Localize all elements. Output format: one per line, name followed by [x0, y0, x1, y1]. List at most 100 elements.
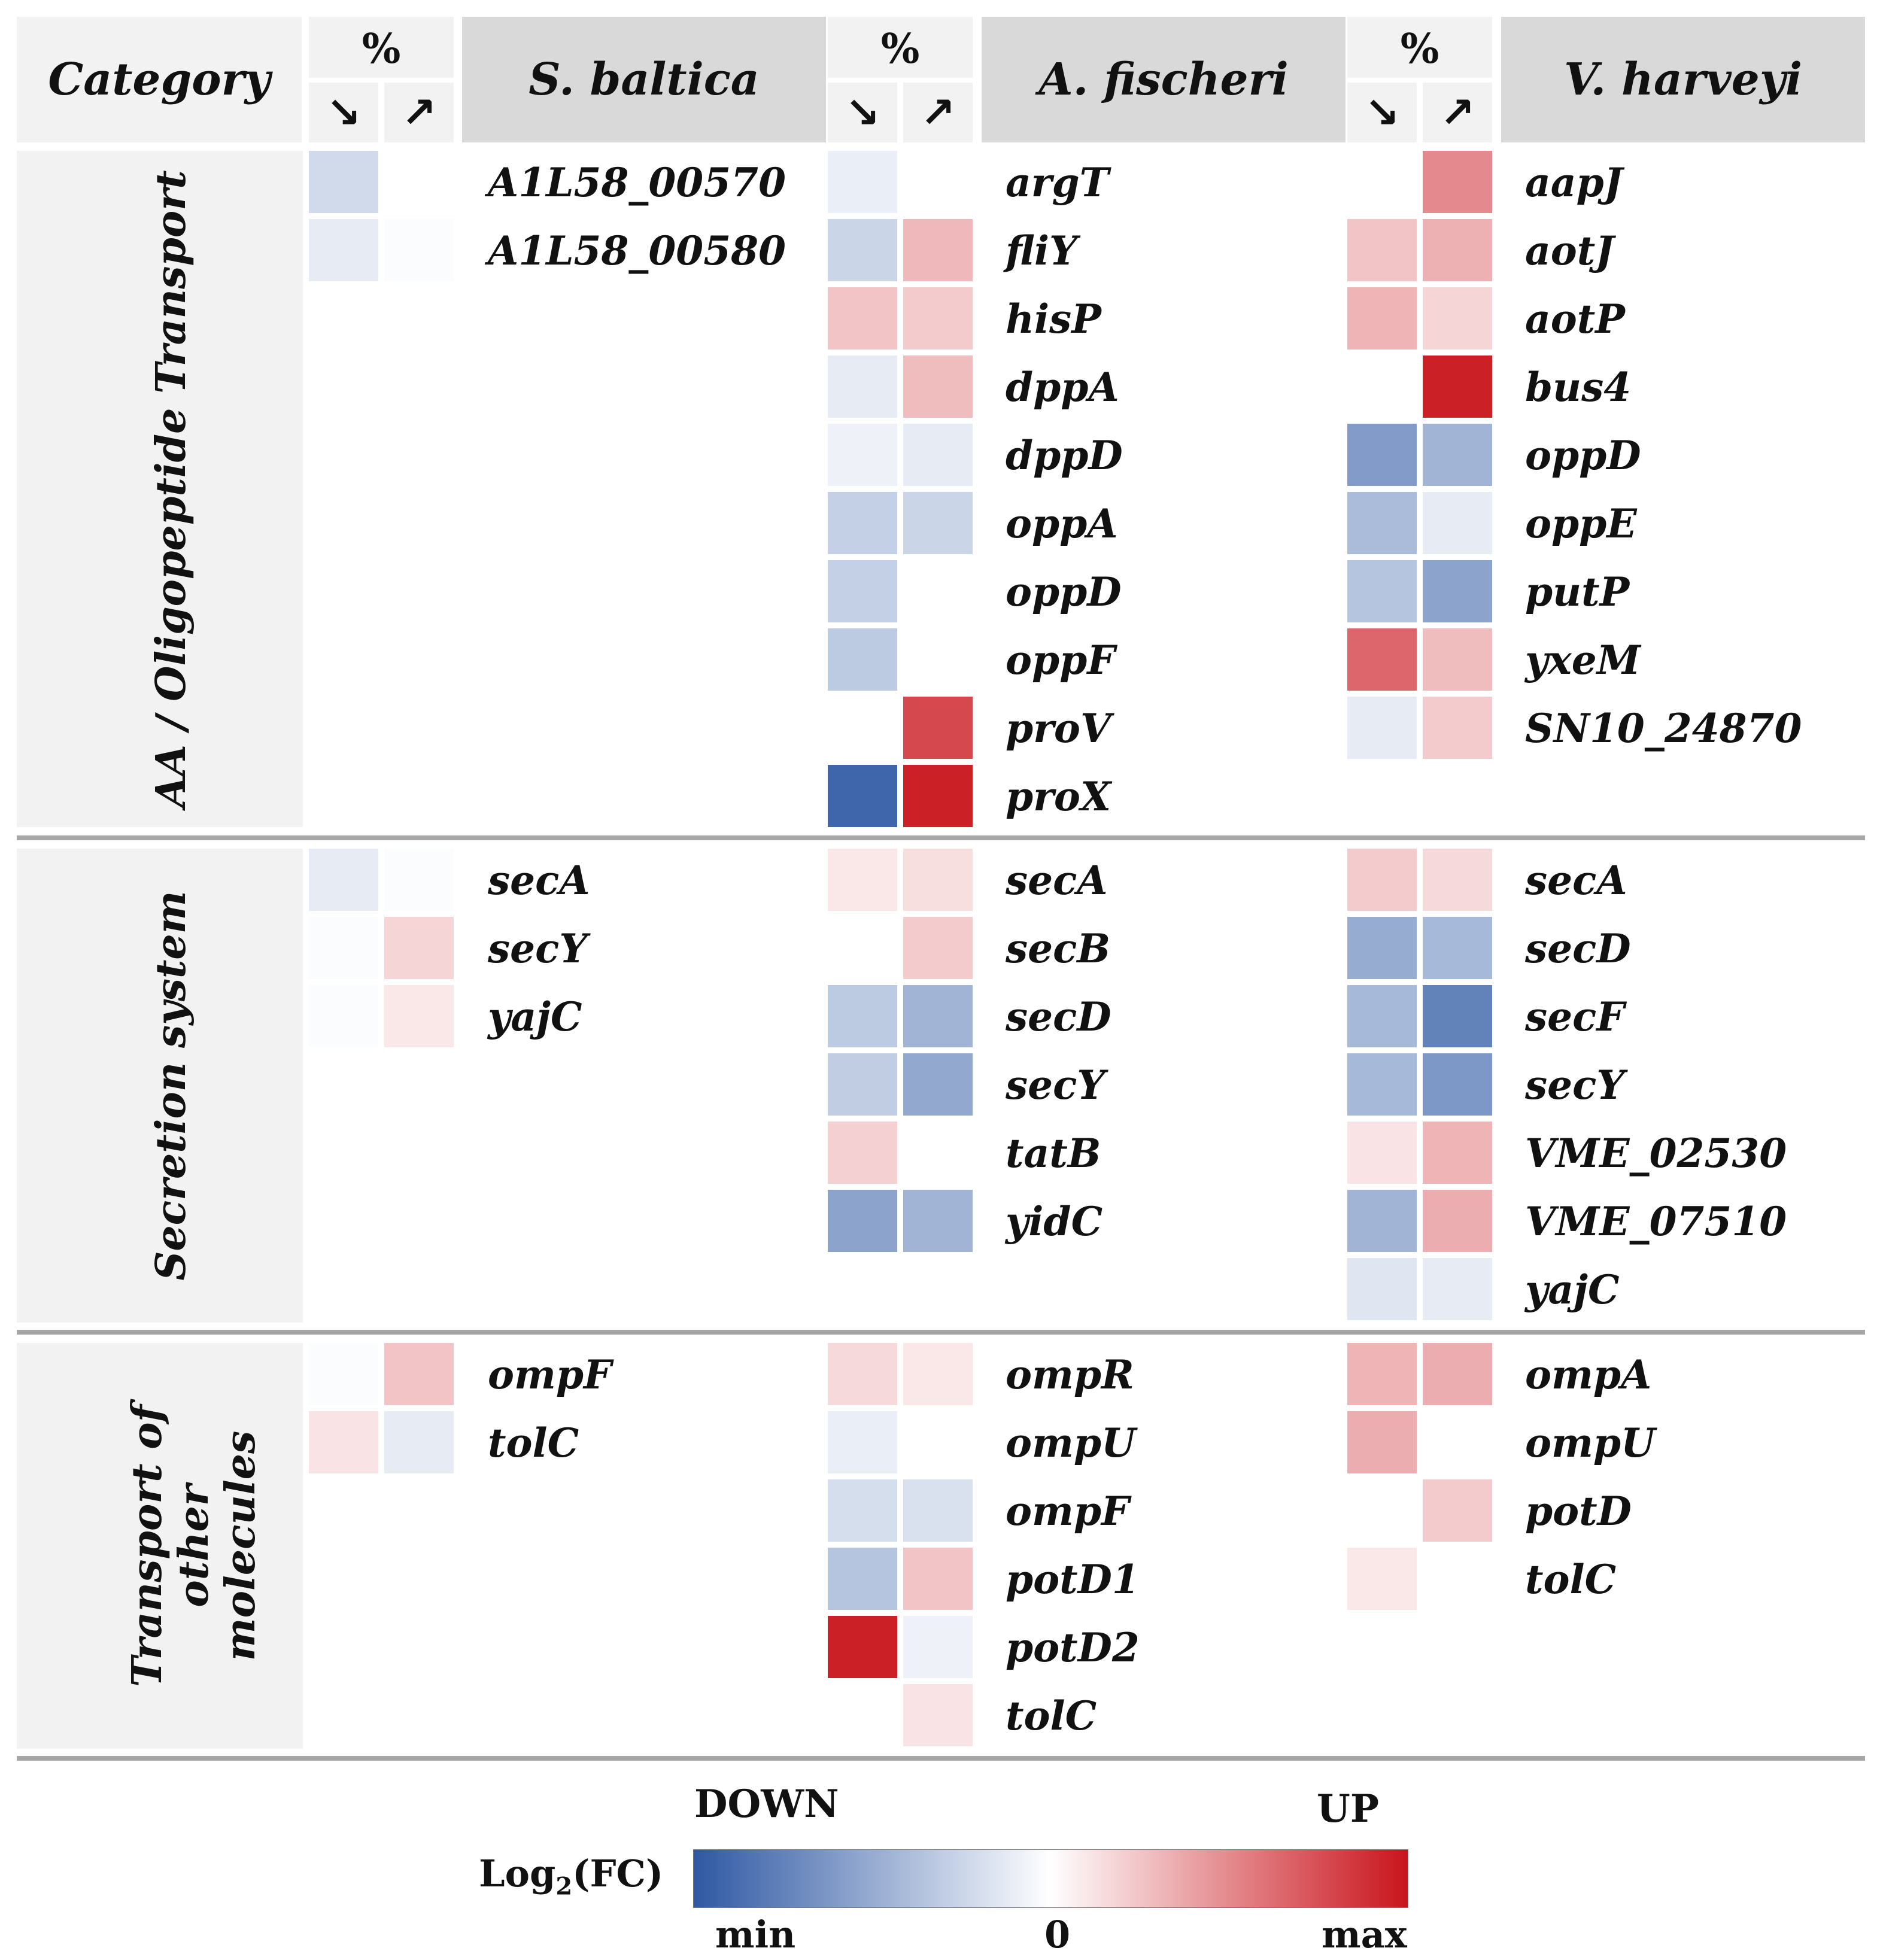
heatmap-cell-down: [309, 1411, 378, 1473]
heatmap-cell-down: [1347, 917, 1417, 979]
heatmap-cell-up: [903, 917, 973, 979]
heatmap-cell-down: [1347, 492, 1417, 554]
heatmap-cell-up: [1423, 1053, 1492, 1116]
heatmap-cell-up: [903, 849, 973, 911]
heatmap-cell-down: [1347, 1258, 1417, 1320]
header-pct-box: [309, 17, 454, 78]
gene-label: tolC: [1525, 1556, 1617, 1603]
header-category-label: Category: [48, 54, 271, 105]
heatmap-cell-up: [903, 1684, 973, 1746]
heatmap-cell-down: [828, 1616, 897, 1678]
gene-label: aotP: [1525, 296, 1625, 342]
heatmap-cell-down: [309, 917, 378, 979]
gene-label: potD: [1525, 1488, 1632, 1534]
legend-color-bar: [693, 1849, 1408, 1908]
heatmap-cell-up: [1423, 917, 1492, 979]
heatmap-cell-down: [828, 1343, 897, 1405]
gene-label: oppD: [1006, 569, 1122, 615]
gene-label: putP: [1525, 569, 1630, 615]
gene-label: secB: [1006, 925, 1111, 972]
gene-label: fliY: [1006, 227, 1078, 274]
legend-title-sub: 2: [555, 1872, 573, 1901]
legend-up-label: UP: [1317, 1786, 1379, 1831]
heatmap-cell-up: [1423, 355, 1492, 418]
gene-label: ompA: [1525, 1351, 1652, 1398]
header-species-box: [1501, 17, 1865, 142]
heatmap-cell-down: [828, 492, 897, 554]
gene-label: tolC: [488, 1420, 579, 1466]
heatmap-cell-up: [903, 219, 973, 281]
gene-label: tatB: [1006, 1130, 1101, 1177]
heatmap-cell-down: [1347, 287, 1417, 350]
category-panel: [17, 849, 303, 1323]
heatmap-cell-down: [1347, 1122, 1417, 1184]
heatmap-cell-up: [1423, 697, 1492, 759]
heatmap-cell-down: [309, 219, 378, 281]
heatmap-cell-up: [903, 1190, 973, 1252]
gene-label: secF: [1525, 993, 1625, 1040]
up-arrow-icon: ↗: [920, 88, 956, 137]
heatmap-cell-down: [828, 355, 897, 418]
heatmap-cell-up: [384, 1411, 454, 1473]
heatmap-cell-up: [1423, 1411, 1492, 1473]
gene-label: ompF: [488, 1351, 612, 1398]
heatmap-cell-down: [828, 151, 897, 213]
heatmap-cell-down: [828, 1479, 897, 1542]
heatmap-cell-down: [828, 219, 897, 281]
gene-label: bus4: [1525, 364, 1632, 411]
gene-label: yidC: [1006, 1198, 1103, 1245]
gene-label: oppD: [1525, 432, 1641, 479]
header-pct-label: %: [880, 25, 920, 73]
header-pct-box: [1347, 17, 1492, 78]
heatmap-cell-down: [1347, 985, 1417, 1047]
gene-label: A1L58_00580: [488, 227, 786, 274]
heatmap-cell-down: [1347, 849, 1417, 911]
heatmap-cell-down: [828, 1411, 897, 1473]
header-pct-label: %: [1400, 25, 1439, 73]
heatmap-cell-down: [1347, 1411, 1417, 1473]
legend-down-label: DOWN: [694, 1782, 839, 1827]
heatmap-cell-down: [828, 628, 897, 691]
heatmap-cell-down: [309, 1343, 378, 1405]
gene-label: SN10_24870: [1525, 705, 1802, 752]
heatmap-cell-up: [903, 424, 973, 486]
heatmap-cell-down: [1347, 560, 1417, 622]
heatmap-cell-down: [828, 765, 897, 827]
gene-label: oppF: [1006, 637, 1116, 683]
heatmap-cell-up: [903, 560, 973, 622]
header-up-arrow-box: [1423, 83, 1492, 142]
heatmap-cell-up: [903, 765, 973, 827]
gene-label: aapJ: [1525, 159, 1623, 206]
heatmap-cell-down: [309, 849, 378, 911]
heatmap-cell-up: [1423, 1190, 1492, 1252]
gene-label: secD: [1525, 925, 1631, 972]
heatmap-cell-down: [1347, 1053, 1417, 1116]
heatmap-cell-up: [1423, 1343, 1492, 1405]
heatmap-cell-down: [1347, 355, 1417, 418]
heatmap-cell-down: [309, 985, 378, 1047]
header-species-label: A. fischeri: [1038, 54, 1289, 105]
heatmap-cell-down: [828, 287, 897, 350]
gene-label: ompF: [1006, 1488, 1129, 1534]
heatmap-cell-down: [1347, 697, 1417, 759]
header-up-arrow-box: [903, 83, 973, 142]
gene-label: secD: [1006, 993, 1111, 1040]
category-label: Secretion system: [147, 891, 195, 1281]
heatmap-cell-up: [1423, 287, 1492, 350]
gene-label: dppD: [1006, 432, 1123, 479]
legend-title-suffix: (FC): [572, 1852, 664, 1895]
heatmap-cell-down: [828, 1190, 897, 1252]
heatmap-cell-down: [1347, 1548, 1417, 1610]
heatmap-cell-down: [828, 1548, 897, 1610]
down-arrow-icon: ↘: [1364, 88, 1400, 137]
legend-min-label: min: [715, 1913, 796, 1956]
category-separator: [17, 835, 1865, 840]
header-down-arrow-box: [828, 83, 897, 142]
heatmap-cell-up: [1423, 985, 1492, 1047]
heatmap-cell-up: [903, 287, 973, 350]
heatmap-cell-down: [828, 560, 897, 622]
legend-title: Log2(FC): [479, 1853, 663, 1907]
heatmap-cell-up: [1423, 219, 1492, 281]
heatmap-cell-up: [903, 1053, 973, 1116]
gene-label: yxeM: [1525, 637, 1641, 683]
